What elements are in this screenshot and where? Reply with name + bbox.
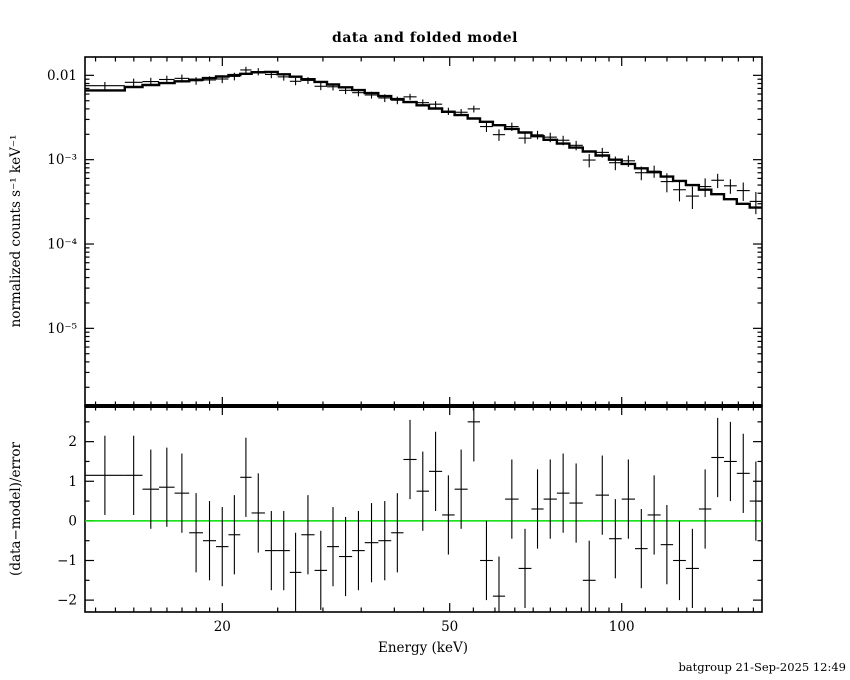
footer-timestamp: batgroup 21-Sep-2025 12:49 xyxy=(678,660,846,674)
top-panel-frame xyxy=(84,56,763,407)
y-axis-label-top: normalized counts s⁻¹ keV⁻¹ xyxy=(8,135,24,328)
x-tick-label: 100 xyxy=(609,619,635,635)
y-tick-label: 10⁻⁵ xyxy=(47,321,77,337)
y-tick-label: 2 xyxy=(68,434,77,450)
x-tick-label: 50 xyxy=(441,619,458,635)
y-axis-label-bottom: (data−model)/error xyxy=(8,442,24,576)
y-tick-label: 10⁻³ xyxy=(47,152,77,168)
y-tick-label: 0 xyxy=(68,513,77,529)
y-tick-label: −2 xyxy=(57,593,77,609)
bottom-panel-frame xyxy=(84,405,763,613)
y-tick-label: 10⁻⁴ xyxy=(47,237,77,253)
plot-title: data and folded model xyxy=(332,30,518,46)
y-tick-label: 0.01 xyxy=(47,68,77,84)
x-axis-label: Energy (keV) xyxy=(378,640,468,656)
model-histogram xyxy=(85,70,762,209)
y-tick-label: 1 xyxy=(68,474,77,490)
y-tick-label: −1 xyxy=(57,553,77,569)
x-tick-label: 20 xyxy=(214,619,231,635)
plot-content: 20 50 100 0.01 10⁻³ 10⁻⁴ 10⁻⁵ −2 −1 0 1 2 xyxy=(47,56,763,635)
